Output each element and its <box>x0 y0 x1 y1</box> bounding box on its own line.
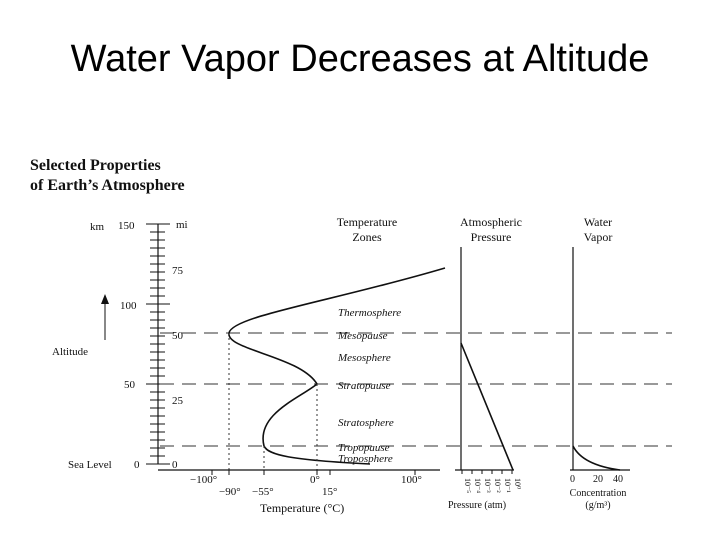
temp-tick-15: 15° <box>322 486 337 498</box>
vapor-profile-curve <box>572 445 621 471</box>
altitude-minor-ticks <box>146 223 170 465</box>
pressure-profile-line <box>460 342 514 471</box>
vapor-header-line1: Water <box>584 215 612 229</box>
mi-tick-0: 0 <box>172 459 178 471</box>
temperature-axis-ticks <box>211 470 416 475</box>
vapor-axis-title-line1: Concentration <box>570 488 627 499</box>
slide-title: Water Vapor Decreases at Altitude <box>70 38 650 80</box>
temp-tick-0: 0° <box>310 474 320 486</box>
altitude-side-label: Altitude <box>52 346 88 358</box>
zone-mesosphere: Mesosphere <box>337 352 391 364</box>
pressure-tick-label: 10⁰ <box>513 478 522 489</box>
temperature-profile-curve <box>228 267 446 465</box>
altitude-arrow-head <box>101 294 109 304</box>
km-tick-150: 150 <box>118 220 135 232</box>
temp-zones-header-line1: Temperature <box>337 215 397 229</box>
zone-stratosphere: Stratosphere <box>338 417 394 429</box>
zone-tropopause: Tropopause <box>338 442 390 454</box>
temp-tick-minus55: −55° <box>252 486 274 498</box>
pressure-tick-label: 10⁻⁴ <box>473 478 482 493</box>
km-tick-0: 0 <box>134 459 140 471</box>
zone-stratopause: Stratopause <box>338 380 391 392</box>
pressure-header-line2: Pressure <box>471 230 512 244</box>
temp-tick-minus100: −100° <box>190 474 217 486</box>
vapor-tick-40: 40 <box>613 474 623 485</box>
zone-troposphere: Troposphere <box>338 453 393 465</box>
temp-tick-minus90: −90° <box>219 486 241 498</box>
mi-tick-50: 50 <box>172 330 184 342</box>
pressure-tick-label: 10⁻⁵ <box>463 478 472 493</box>
mi-tick-75: 75 <box>172 265 184 277</box>
pressure-axis-title: Pressure (atm) <box>448 500 506 511</box>
zone-thermosphere: Thermosphere <box>338 307 401 319</box>
temp-tick-100: 100° <box>401 474 422 486</box>
pressure-tick-label: 10⁻¹ <box>503 478 512 493</box>
km-tick-100: 100 <box>120 300 137 312</box>
temperature-axis-title: Temperature (°C) <box>260 501 344 515</box>
zone-mesopause: Mesopause <box>337 330 388 342</box>
vapor-axis-title-line2: (g/m³) <box>585 500 610 511</box>
km-unit-label: km <box>90 221 105 233</box>
sea-level-label: Sea Level <box>68 459 112 471</box>
pressure-header-line1: Atmospheric <box>460 215 522 229</box>
pressure-tick-label: 10⁻² <box>493 478 502 493</box>
vapor-tick-20: 20 <box>593 474 603 485</box>
pressure-tick-labels: 10⁻⁵ 10⁻⁴ 10⁻³ 10⁻² 10⁻¹ 10⁰ <box>461 470 522 493</box>
temp-zones-header-line2: Zones <box>352 230 382 244</box>
km-tick-50: 50 <box>124 379 136 391</box>
pressure-tick-label: 10⁻³ <box>483 478 492 493</box>
mi-tick-25: 25 <box>172 395 184 407</box>
figure-heading-line2: of Earth’s Atmosphere <box>30 177 185 194</box>
figure-heading-line1: Selected Properties <box>30 157 161 174</box>
vapor-tick-0: 0 <box>570 474 575 485</box>
mi-unit-label: mi <box>176 219 188 231</box>
vapor-header-line2: Vapor <box>584 230 613 244</box>
